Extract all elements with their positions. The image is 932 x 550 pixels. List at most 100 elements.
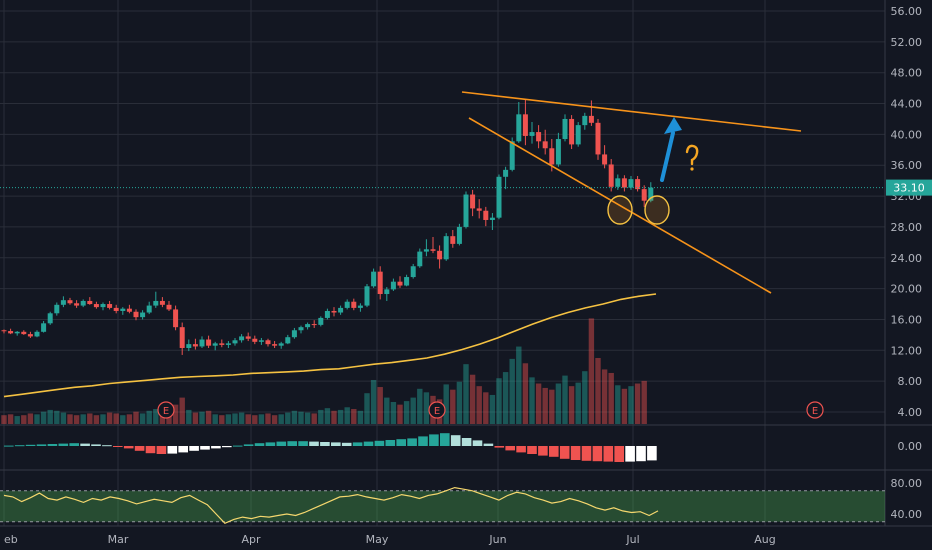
candle-body[interactable] bbox=[206, 339, 212, 346]
candle-body[interactable] bbox=[146, 305, 152, 313]
candle-body[interactable] bbox=[285, 337, 291, 344]
candle-body[interactable] bbox=[410, 266, 416, 278]
candle-body[interactable] bbox=[549, 148, 555, 165]
candle-body[interactable] bbox=[377, 271, 383, 295]
candle-body[interactable] bbox=[641, 189, 647, 201]
candle-body[interactable] bbox=[483, 210, 489, 220]
candle-body[interactable] bbox=[27, 334, 33, 337]
candle-body[interactable] bbox=[536, 132, 542, 142]
candle-body[interactable] bbox=[357, 305, 363, 308]
candle-body[interactable] bbox=[338, 307, 344, 313]
earnings-marker[interactable] bbox=[157, 401, 175, 419]
candle-body[interactable] bbox=[417, 251, 423, 267]
candle-body[interactable] bbox=[265, 340, 271, 345]
price-axis[interactable]: 4.008.0012.0016.0020.0024.0028.0032.0036… bbox=[0, 5, 932, 419]
candle-body[interactable] bbox=[331, 310, 337, 313]
candle-body[interactable] bbox=[159, 300, 165, 305]
candle-body[interactable] bbox=[258, 340, 264, 342]
candlestick-series[interactable] bbox=[1, 98, 654, 355]
candle-body[interactable] bbox=[192, 344, 198, 347]
candle-body[interactable] bbox=[80, 300, 86, 306]
candle-body[interactable] bbox=[41, 323, 47, 332]
candle-body[interactable] bbox=[93, 304, 99, 308]
candle-body[interactable] bbox=[522, 114, 528, 136]
candle-body[interactable] bbox=[344, 301, 350, 308]
candle-body[interactable] bbox=[489, 217, 495, 220]
candle-body[interactable] bbox=[555, 139, 561, 165]
candle-body[interactable] bbox=[186, 344, 192, 348]
candle-body[interactable] bbox=[199, 339, 205, 347]
up-arrow-icon[interactable] bbox=[664, 117, 682, 134]
candle-body[interactable] bbox=[153, 300, 159, 306]
candle-body[interactable] bbox=[635, 179, 641, 190]
candle-body[interactable] bbox=[364, 286, 370, 306]
candle-body[interactable] bbox=[450, 236, 456, 244]
candle-body[interactable] bbox=[252, 338, 258, 342]
candle-body[interactable] bbox=[443, 236, 449, 260]
candle-body[interactable] bbox=[67, 300, 73, 304]
candle-body[interactable] bbox=[120, 308, 126, 311]
candle-body[interactable] bbox=[582, 115, 588, 126]
lower-trendline[interactable] bbox=[468, 117, 772, 294]
candle-body[interactable] bbox=[470, 194, 476, 209]
candle-body[interactable] bbox=[291, 330, 297, 338]
candle-body[interactable] bbox=[397, 281, 403, 286]
candle-body[interactable] bbox=[503, 169, 509, 177]
candle-body[interactable] bbox=[298, 327, 304, 331]
candle-body[interactable] bbox=[423, 249, 429, 252]
candle-body[interactable] bbox=[278, 343, 284, 346]
candle-body[interactable] bbox=[575, 125, 581, 145]
candle-body[interactable] bbox=[463, 194, 469, 227]
candle-body[interactable] bbox=[60, 300, 66, 305]
candle-body[interactable] bbox=[8, 331, 14, 334]
candle-body[interactable] bbox=[133, 311, 139, 318]
candle-body[interactable] bbox=[318, 317, 324, 325]
earnings-marker[interactable] bbox=[428, 401, 446, 419]
candle-body[interactable] bbox=[602, 154, 608, 165]
candle-body[interactable] bbox=[225, 343, 231, 345]
candle-body[interactable] bbox=[516, 114, 522, 142]
candle-body[interactable] bbox=[47, 313, 53, 324]
trendline-drawings[interactable] bbox=[461, 91, 802, 294]
candle-body[interactable] bbox=[54, 304, 60, 314]
candle-body[interactable] bbox=[219, 343, 225, 345]
candle-body[interactable] bbox=[529, 132, 535, 136]
candle-body[interactable] bbox=[140, 312, 146, 318]
candle-body[interactable] bbox=[87, 300, 93, 305]
candle-body[interactable] bbox=[232, 340, 238, 344]
candle-body[interactable] bbox=[239, 336, 245, 341]
candle-body[interactable] bbox=[113, 307, 119, 311]
candle-body[interactable] bbox=[542, 141, 548, 149]
highlight-circle[interactable] bbox=[644, 195, 670, 225]
candle-body[interactable] bbox=[476, 208, 482, 211]
candle-body[interactable] bbox=[509, 141, 515, 170]
candle-body[interactable] bbox=[21, 331, 27, 335]
candle-body[interactable] bbox=[179, 327, 185, 348]
candle-body[interactable] bbox=[384, 289, 390, 295]
candle-body[interactable] bbox=[621, 178, 627, 188]
candle-body[interactable] bbox=[371, 271, 377, 287]
candle-body[interactable] bbox=[272, 344, 278, 346]
candle-body[interactable] bbox=[562, 118, 568, 140]
candle-body[interactable] bbox=[595, 122, 601, 155]
candle-body[interactable] bbox=[305, 324, 311, 328]
candle-body[interactable] bbox=[569, 118, 575, 145]
candle-body[interactable] bbox=[245, 336, 251, 339]
candle-body[interactable] bbox=[34, 331, 40, 337]
candle-body[interactable] bbox=[324, 310, 330, 318]
highlight-circle[interactable] bbox=[607, 195, 633, 225]
candle-body[interactable] bbox=[1, 330, 7, 332]
candle-body[interactable] bbox=[166, 304, 172, 310]
candle-body[interactable] bbox=[173, 309, 179, 328]
time-axis[interactable]: eb Mar Apr May Jun Jul Aug bbox=[4, 533, 776, 546]
upper-trendline[interactable] bbox=[461, 91, 802, 132]
candle-body[interactable] bbox=[107, 304, 113, 308]
candle-body[interactable] bbox=[615, 178, 621, 187]
candle-body[interactable] bbox=[430, 249, 436, 251]
candle-body[interactable] bbox=[404, 277, 410, 286]
candle-body[interactable] bbox=[74, 303, 80, 306]
candle-body[interactable] bbox=[628, 179, 634, 188]
earnings-marker[interactable] bbox=[806, 401, 824, 419]
candle-body[interactable] bbox=[588, 115, 594, 123]
